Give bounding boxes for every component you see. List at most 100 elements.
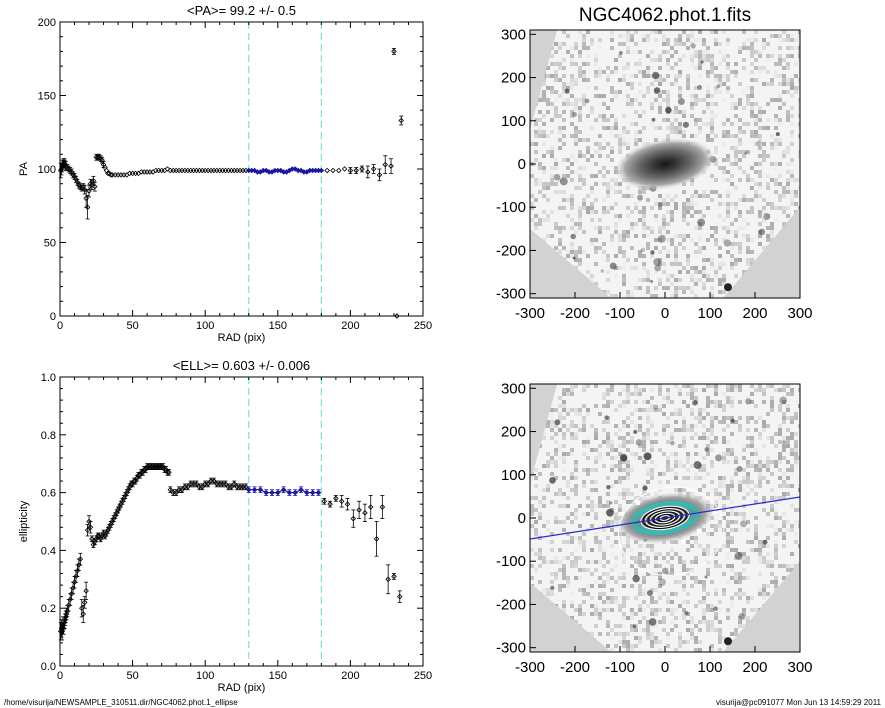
data-point <box>245 486 252 493</box>
star <box>734 551 743 560</box>
image-area <box>530 384 800 652</box>
x-axis-label: RAD (pix) <box>218 682 266 694</box>
data-point <box>173 167 179 174</box>
data-point <box>398 117 404 124</box>
x-tick-label: 200 <box>341 670 359 682</box>
x-tick-label: 50 <box>126 670 138 682</box>
data-point <box>350 515 357 522</box>
star <box>763 213 771 221</box>
star <box>650 250 655 255</box>
data-point <box>275 489 281 496</box>
x-tick-label: 0 <box>661 305 669 322</box>
data-point <box>394 313 400 319</box>
x-tick-label: 0 <box>57 670 63 682</box>
data-point <box>126 170 133 177</box>
star <box>697 218 706 227</box>
data-point <box>155 167 162 174</box>
data-point <box>318 167 325 174</box>
data-point <box>370 166 377 172</box>
data-point <box>240 167 246 174</box>
x-tick-label: -300 <box>515 659 545 676</box>
data-point <box>84 204 91 210</box>
data-point <box>382 161 389 168</box>
data-point <box>376 172 383 178</box>
data-point <box>205 481 211 487</box>
data-point <box>179 167 185 174</box>
data-point <box>167 167 174 174</box>
y-tick-label: 50 <box>44 238 56 250</box>
x-tick-label: 200 <box>742 305 767 322</box>
data-point <box>324 167 330 174</box>
star <box>570 233 577 240</box>
x-tick-label: 300 <box>787 659 812 676</box>
data-point <box>379 504 386 510</box>
data-point <box>129 170 136 177</box>
x-tick-label: 200 <box>341 320 359 332</box>
mask-region <box>530 228 611 298</box>
star <box>670 440 675 446</box>
data-point <box>353 167 359 174</box>
y-tick-label: 300 <box>501 26 526 43</box>
ellipticity-plot: 0 50 100 150 200 250 0.0 0.2 0.4 0.6 0.8 1.0 <ELL>= … <box>18 358 432 694</box>
data-point <box>344 501 351 507</box>
data-point <box>187 167 194 174</box>
data-point <box>391 48 397 55</box>
star <box>646 589 654 597</box>
y-tick-label: 1.0 <box>41 372 56 384</box>
y-tick-label: -200 <box>496 242 526 259</box>
data-point <box>124 172 130 178</box>
star <box>654 264 662 272</box>
data-point <box>205 167 211 174</box>
data-point <box>231 167 238 174</box>
y-tick-label: -100 <box>496 553 526 570</box>
star <box>564 88 570 94</box>
mask-region <box>530 384 557 484</box>
data-point <box>214 167 220 174</box>
star <box>632 624 637 629</box>
star <box>738 613 745 620</box>
data-point <box>153 167 159 174</box>
data-point <box>144 169 150 175</box>
star <box>553 173 561 181</box>
data-point <box>141 169 147 175</box>
star <box>651 71 660 80</box>
star <box>756 140 762 147</box>
masked-knot <box>712 509 717 514</box>
data-point <box>211 478 217 484</box>
star <box>692 400 698 406</box>
x-axis-label: RAD (pix) <box>218 332 266 344</box>
y-tick-label: 0.4 <box>41 545 56 557</box>
data-point <box>327 501 333 507</box>
star <box>571 111 577 118</box>
data-point <box>99 157 105 163</box>
data-point <box>347 167 354 174</box>
y-tick-label: -300 <box>496 640 526 657</box>
y-tick-label: 0 <box>518 156 526 173</box>
mask-region <box>723 207 800 298</box>
data-point <box>225 167 232 174</box>
data-point <box>298 486 304 493</box>
y-tick-label: 200 <box>501 424 526 441</box>
data-point <box>89 536 95 542</box>
data-point <box>237 167 243 174</box>
data-point <box>219 167 226 174</box>
data-point <box>359 166 365 172</box>
pa-plot: 0 50 100 150 200 250 0 50 100 150 200 <PA>= 99.2 +/… <box>18 3 432 344</box>
data-point <box>164 166 171 172</box>
star <box>642 485 648 491</box>
x-tick-label: 0 <box>57 320 63 332</box>
y-axis-label: PA <box>18 161 30 176</box>
x-tick-label: 100 <box>697 305 722 322</box>
star <box>684 610 689 616</box>
data-point <box>216 167 223 174</box>
footer-user-timestamp: visurija@pc091077 Mon Jun 13 14:59:29 20… <box>716 698 881 707</box>
x-tick-label: 150 <box>269 320 287 332</box>
data-point <box>108 172 114 178</box>
star <box>658 578 666 586</box>
star <box>657 202 663 207</box>
data-point <box>121 172 127 178</box>
data-point <box>135 170 142 177</box>
data-point <box>115 172 121 178</box>
data-point <box>263 167 269 174</box>
